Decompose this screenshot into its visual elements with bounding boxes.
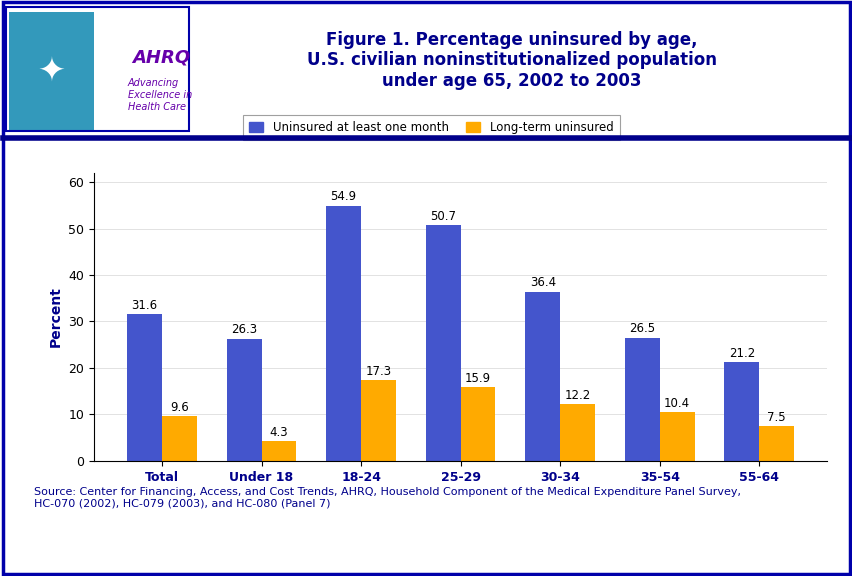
Bar	[460, 387, 495, 461]
Bar	[525, 291, 560, 461]
Legend: Uninsured at least one month, Long-term uninsured: Uninsured at least one month, Long-term …	[243, 115, 619, 140]
Text: 31.6: 31.6	[131, 299, 158, 312]
Text: 50.7: 50.7	[429, 210, 456, 223]
Text: 54.9: 54.9	[331, 191, 356, 203]
Text: 21.2: 21.2	[728, 347, 754, 360]
Text: 7.5: 7.5	[767, 411, 785, 423]
Text: AHRQ: AHRQ	[132, 48, 190, 67]
Bar	[227, 339, 262, 461]
Bar	[758, 426, 793, 461]
Bar	[723, 362, 758, 461]
Bar	[262, 441, 296, 461]
Text: 9.6: 9.6	[170, 401, 188, 414]
Bar	[360, 380, 395, 461]
Text: Advancing
Excellence in
Health Care: Advancing Excellence in Health Care	[128, 78, 192, 112]
Y-axis label: Percent: Percent	[49, 286, 62, 347]
Text: 36.4: 36.4	[529, 276, 556, 289]
Text: 10.4: 10.4	[663, 397, 689, 410]
Bar	[162, 416, 197, 461]
Text: 26.3: 26.3	[231, 323, 257, 336]
Bar	[659, 412, 694, 461]
Text: 12.2: 12.2	[564, 389, 590, 402]
Bar	[625, 338, 659, 461]
Text: Figure 1. Percentage uninsured by age,
U.S. civilian noninstitutionalized popula: Figure 1. Percentage uninsured by age, U…	[307, 31, 716, 90]
Text: Source: Center for Financing, Access, and Cost Trends, AHRQ, Household Component: Source: Center for Financing, Access, an…	[34, 487, 740, 508]
Text: 15.9: 15.9	[464, 372, 491, 385]
Text: 26.5: 26.5	[629, 323, 654, 335]
Text: 17.3: 17.3	[365, 365, 391, 378]
Bar	[127, 314, 162, 461]
Bar	[325, 206, 360, 461]
Text: ✦: ✦	[37, 55, 65, 89]
Bar	[560, 404, 595, 461]
Text: 4.3: 4.3	[269, 426, 288, 438]
Bar	[425, 225, 460, 461]
